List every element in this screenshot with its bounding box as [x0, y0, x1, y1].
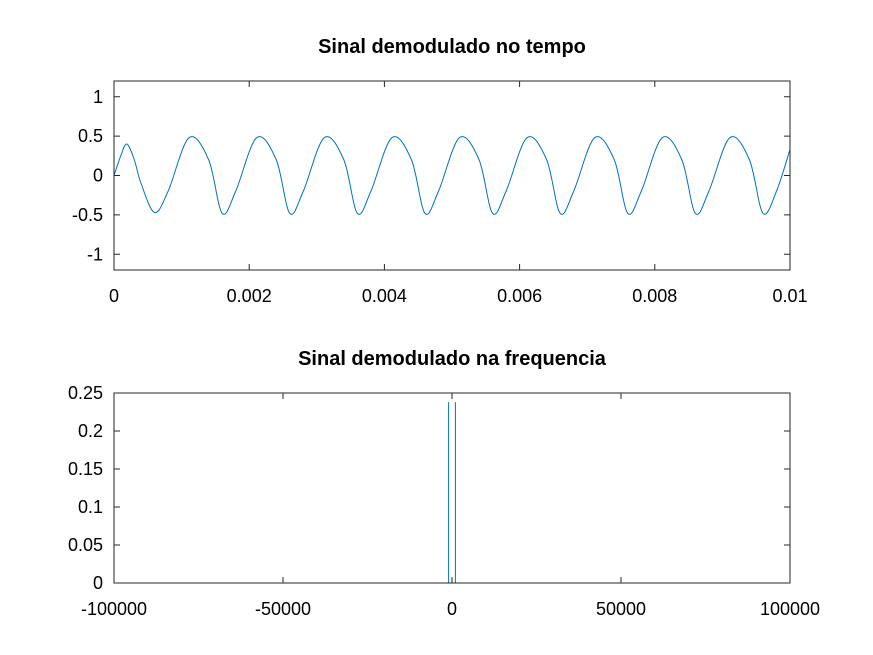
y-tick-label: 0.2 — [78, 421, 103, 441]
x-tick-label: 0 — [109, 286, 119, 306]
frequency-domain-plot: Sinal demodulado na frequencia -100000 -5… — [68, 348, 820, 619]
y-tick-label: -1 — [87, 244, 103, 264]
time-plot-ticks — [113, 81, 791, 270]
frequency-plot-series — [114, 402, 790, 584]
time-plot-title: Sinal demodulado no tempo — [318, 36, 586, 58]
x-tick-label: -50000 — [255, 599, 311, 619]
frequency-plot-ticks — [113, 392, 791, 584]
y-tick-label: 0 — [93, 573, 103, 593]
frequency-plot-title: Sinal demodulado na frequencia — [298, 348, 607, 370]
time-plot-series — [113, 136, 791, 215]
x-tick-label: -100000 — [81, 599, 147, 619]
time-plot-tick-labels: 0 0.002 0.004 0.006 0.008 0.01 -1 -0.5 0 0.5 1 — [72, 87, 808, 306]
frequency-plot-axes-box — [113, 392, 791, 584]
x-tick-label: 0.002 — [227, 286, 272, 306]
x-tick-label: 0.006 — [497, 286, 542, 306]
series-line — [114, 402, 790, 584]
x-tick-label: 50000 — [596, 599, 646, 619]
y-tick-label: 0.25 — [68, 383, 103, 403]
y-tick-label: 0.05 — [68, 535, 103, 555]
x-tick-label: 0.008 — [632, 286, 677, 306]
time-plot-axes-box — [113, 80, 791, 271]
x-tick-label: 0.01 — [772, 286, 807, 306]
x-tick-label: 0 — [447, 599, 457, 619]
y-tick-label: 1 — [93, 87, 103, 107]
y-tick-label: 0.15 — [68, 459, 103, 479]
series-line — [113, 136, 791, 215]
x-tick-label: 0.004 — [362, 286, 407, 306]
time-domain-plot: Sinal demodulado no tempo 0 0.002 0.004 0.0… — [72, 36, 808, 306]
y-tick-label: 0 — [93, 166, 103, 186]
y-tick-label: -0.5 — [72, 205, 103, 225]
y-tick-label: 0.1 — [78, 497, 103, 517]
y-tick-label: 0.5 — [78, 126, 103, 146]
x-tick-label: 100000 — [760, 599, 820, 619]
frequency-plot-tick-labels: -100000 -50000 0 50000 100000 0 0.05 0.1 0.15 0.2… — [68, 383, 820, 619]
